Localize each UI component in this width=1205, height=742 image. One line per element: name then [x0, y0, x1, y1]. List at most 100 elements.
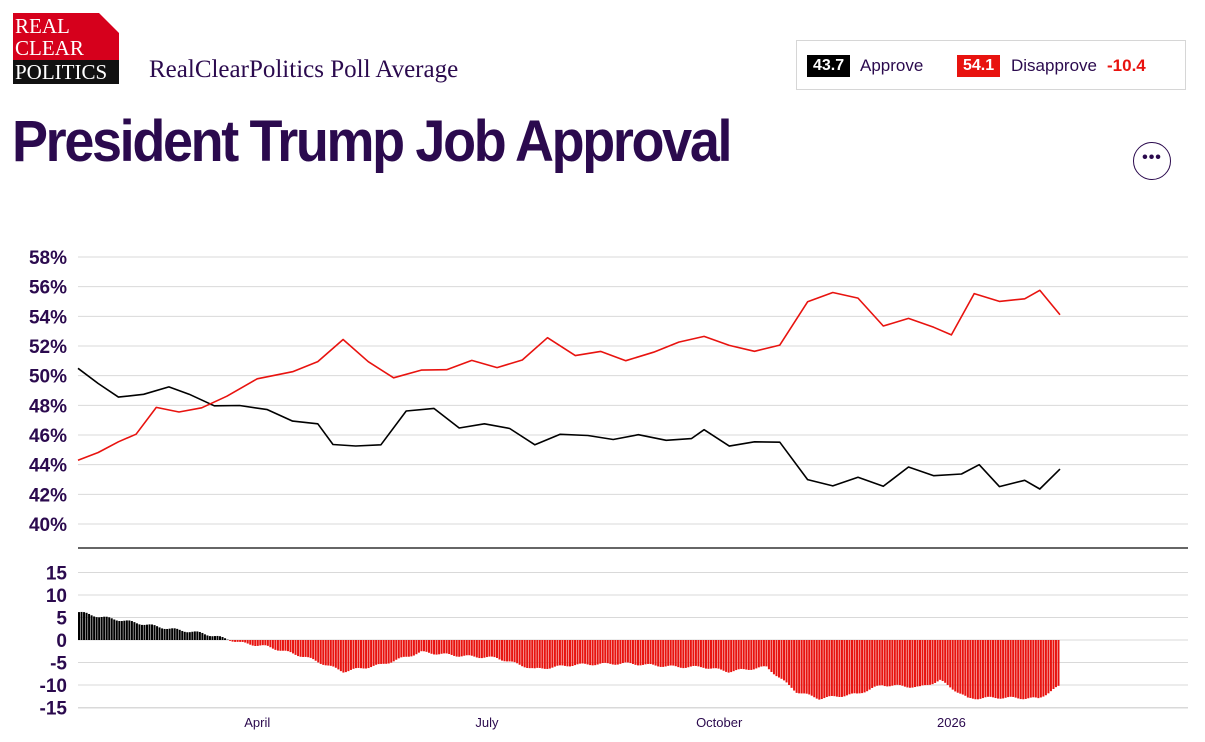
spread-bar [984, 640, 987, 698]
spread-bar [390, 640, 393, 663]
spread-bar [951, 640, 954, 690]
spread-bar [206, 635, 209, 640]
spread-bar [143, 624, 146, 640]
logo-line-2: CLEAR [15, 36, 84, 60]
spread-bar [631, 640, 634, 664]
spread-bar [80, 611, 83, 640]
spread-bar [848, 640, 851, 695]
spread-bar [760, 640, 763, 667]
spread-bar [166, 628, 169, 640]
spread-bar [601, 640, 604, 664]
spread-bar [236, 640, 239, 642]
spread-bar [566, 640, 569, 667]
spread-bar [604, 640, 607, 663]
spread-bar [171, 628, 174, 640]
spread-bar [737, 640, 740, 670]
spread-bar [415, 640, 418, 655]
spread-bar [732, 640, 735, 672]
spread-bar [647, 640, 650, 664]
spread-bar [443, 640, 446, 654]
rcp-logo[interactable]: REAL CLEAR POLITICS [13, 13, 119, 84]
spread-bar [536, 640, 539, 668]
spread-bar [994, 640, 997, 699]
spread-bar [574, 640, 577, 666]
spread-bar [599, 640, 602, 664]
spread-bar [130, 621, 133, 640]
spread-bar [493, 640, 496, 658]
more-options-button[interactable]: ••• [1133, 142, 1171, 180]
spread-bar [798, 640, 801, 694]
spread-bar [420, 640, 423, 652]
spread-bar [1004, 640, 1007, 698]
spread-bar [853, 640, 856, 694]
spread-bar [886, 640, 889, 687]
x-tick-label: 2026 [937, 715, 966, 730]
spread-bar [772, 640, 775, 675]
spread-bar [981, 640, 984, 699]
spread-bar [747, 640, 750, 670]
spread-bar [843, 640, 846, 697]
spread-bar [986, 640, 989, 697]
spread-bar [254, 640, 257, 646]
spread-bar [319, 640, 322, 664]
spread-bar [901, 640, 904, 686]
spread-bar [818, 640, 821, 700]
spread-bar [689, 640, 692, 667]
spread-bar [682, 640, 685, 669]
spread-y-tick-label: -5 [50, 654, 67, 675]
spread-bar [961, 640, 964, 695]
spread-bar [702, 640, 705, 668]
spread-bar [652, 640, 655, 665]
spread-bar [838, 640, 841, 697]
spread-bar [533, 640, 536, 669]
spread-bar [619, 640, 622, 664]
spread-bar [241, 640, 244, 642]
spread-bar [203, 634, 206, 640]
spread-bar [538, 640, 541, 668]
x-tick-label: July [475, 715, 499, 730]
spread-bar [498, 640, 501, 660]
y-tick-label: 42% [29, 485, 67, 506]
spread-bar [1019, 640, 1022, 700]
spread-bar [422, 640, 425, 652]
spread-bar [845, 640, 848, 696]
spread-bar [256, 640, 259, 646]
spread-bar [664, 640, 667, 667]
spread-bar [699, 640, 702, 668]
spread-bar [297, 640, 300, 657]
y-tick-label: 58% [29, 248, 67, 269]
x-tick-label: April [244, 715, 270, 730]
spread-bar [337, 640, 340, 670]
spread-bar [785, 640, 788, 683]
spread-bar [697, 640, 700, 667]
spread-bar [810, 640, 813, 696]
disapprove-label: Disapprove [1011, 56, 1097, 75]
spread-bar [649, 640, 652, 665]
spread-bar [410, 640, 413, 657]
spread-bar [944, 640, 947, 683]
spread-bar [616, 640, 619, 665]
spread-bar [188, 632, 191, 640]
summary-legend: 43.7 Approve 54.1 Disapprove -10.4 [796, 40, 1186, 90]
spread-bar [790, 640, 793, 688]
spread-bar [506, 640, 509, 662]
spread-bar [906, 640, 909, 688]
spread-bar [833, 640, 836, 697]
spread-bar [279, 640, 282, 651]
spread-bar [470, 640, 473, 656]
spread-bar [921, 640, 924, 686]
spread-bar [128, 620, 131, 640]
spread-bar [918, 640, 921, 687]
spread-bar [1002, 640, 1005, 699]
spread-bar [161, 628, 164, 640]
spread-bar [478, 640, 481, 659]
spread-bar [382, 640, 385, 664]
spread-bar [133, 622, 136, 640]
spread-bar [83, 612, 86, 640]
spread-bar [261, 640, 264, 646]
spread-bar [513, 640, 516, 663]
spread-bar [891, 640, 894, 686]
spread-bar [742, 640, 745, 670]
spread-bar [626, 640, 629, 663]
